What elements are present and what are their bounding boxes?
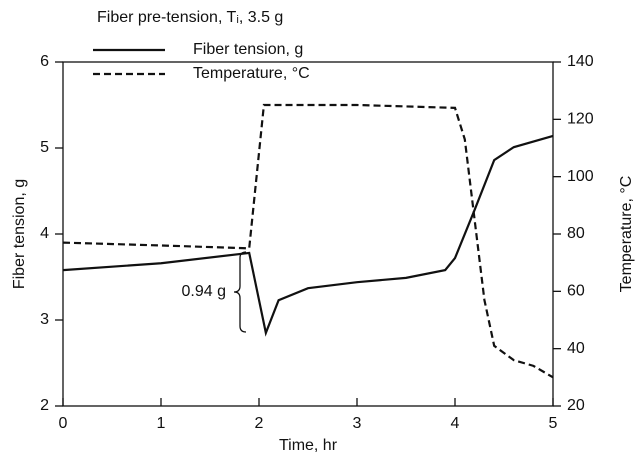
- y-axis-label: Fiber tension, g: [11, 179, 28, 289]
- x-tick-label: 3: [353, 415, 362, 432]
- x-tick-label: 1: [157, 415, 166, 432]
- y2-tick-label: 60: [567, 283, 585, 300]
- y2-tick-label: 100: [567, 168, 594, 185]
- y2-tick-label: 140: [567, 53, 594, 70]
- legend-label: Fiber tension, g: [193, 41, 303, 58]
- x-tick-label: 5: [549, 415, 558, 432]
- y-tick-label: 6: [40, 53, 49, 70]
- legend-label: Temperature, °C: [193, 65, 310, 82]
- y2-tick-label: 20: [567, 397, 585, 414]
- y-tick-label: 4: [40, 225, 49, 242]
- y-tick-label: 2: [40, 397, 49, 414]
- chart-title: Fiber pre-tension, Tᵢ, 3.5 g: [97, 9, 283, 26]
- y2-tick-label: 120: [567, 111, 594, 128]
- y2-tick-label: 40: [567, 340, 585, 357]
- data-line: [62, 103, 554, 379]
- annotation: 0.94 g: [182, 283, 226, 300]
- x-tick-label: 2: [255, 415, 264, 432]
- x-tick-label: 4: [451, 415, 460, 432]
- annotation-brace: [233, 251, 247, 333]
- plot-frame: [62, 61, 554, 407]
- y2-axis-label: Temperature, °C: [618, 176, 635, 293]
- x-axis-label: Time, hr: [279, 437, 338, 454]
- y-tick-label: 5: [40, 139, 49, 156]
- y-tick-label: 3: [40, 311, 49, 328]
- data-line: [62, 134, 554, 337]
- y2-tick-label: 80: [567, 225, 585, 242]
- x-tick-label: 0: [59, 415, 68, 432]
